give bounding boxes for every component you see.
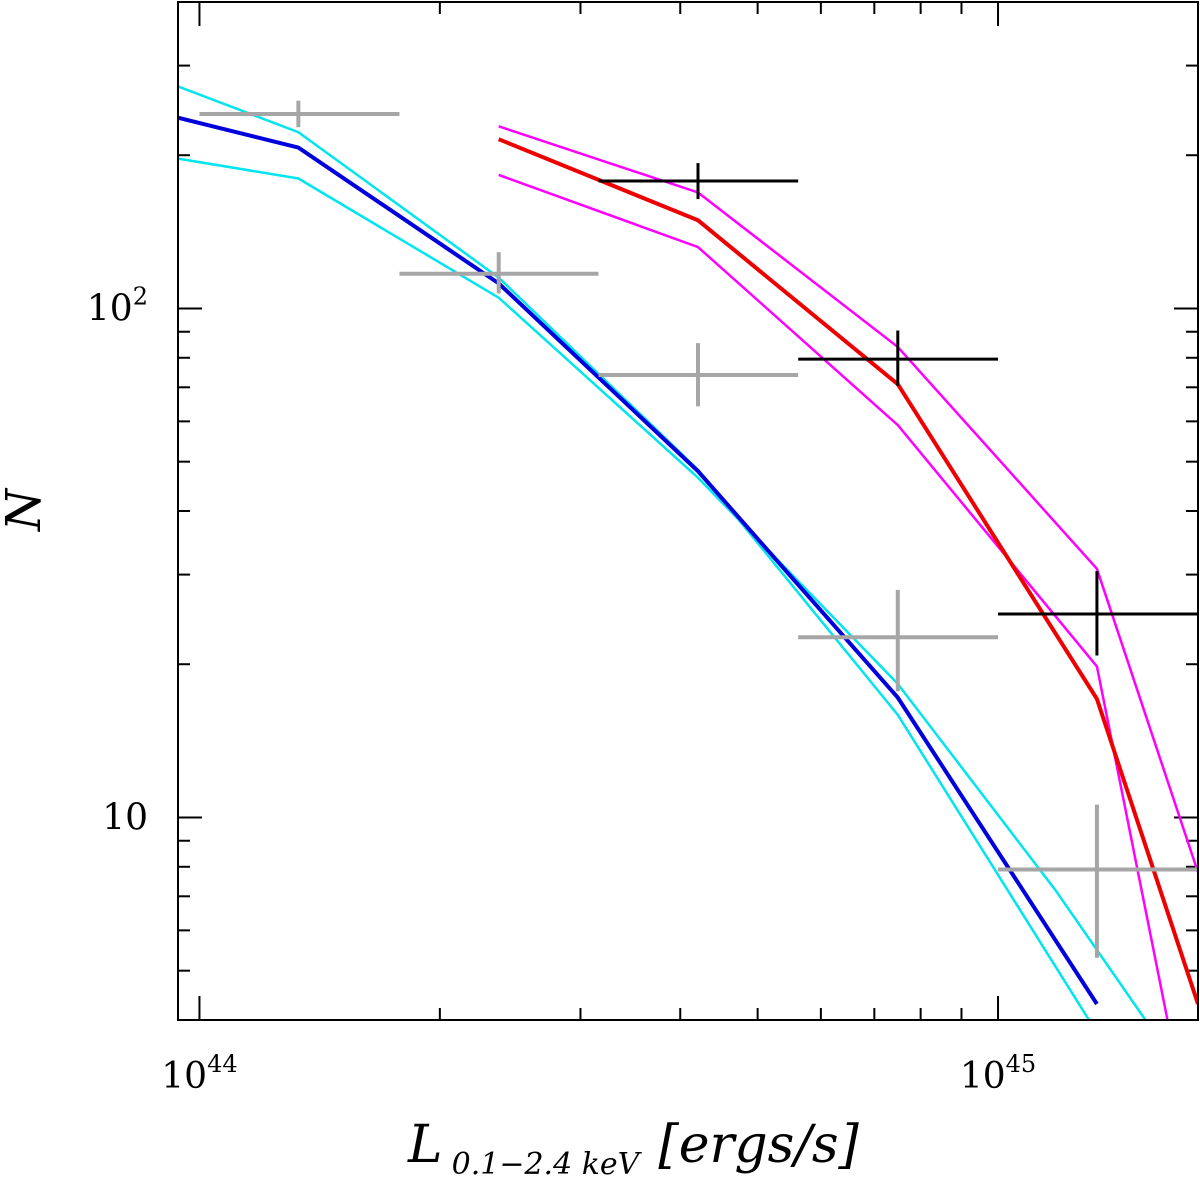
error-bar-point	[598, 343, 799, 407]
x-tick-label-base: 10	[161, 1056, 207, 1097]
x-tick-label-exponent: 44	[207, 1050, 238, 1078]
error-bar-point	[798, 589, 999, 692]
x-axis-title-units: [ergs/s]	[658, 1115, 859, 1175]
error-bar-point	[998, 570, 1198, 656]
x-axis-title: L 0.1−2.4 keV [ergs/s]	[407, 1115, 860, 1180]
error-bar-point	[199, 100, 400, 128]
y-tick-label-base: 10	[87, 288, 133, 329]
error-bar-point	[598, 163, 799, 200]
y-tick-label-base: 10	[102, 797, 148, 838]
y-tick-label: 102	[87, 282, 148, 329]
series-line-2	[178, 157, 1147, 1020]
plot-frame	[177, 1, 1199, 1021]
y-tick-label-exponent: 2	[133, 282, 148, 310]
series-line-4	[498, 173, 1169, 1020]
series-line-6	[497, 137, 1198, 1005]
series-line-1	[178, 85, 1091, 1020]
x-axis-title-subscript: 0.1−2.4 keV	[452, 1147, 643, 1180]
x-tick-label-exponent: 45	[1006, 1050, 1037, 1078]
y-axis-title: N	[0, 487, 52, 532]
y-tick-label: 10	[102, 797, 148, 838]
error-bar-point	[998, 804, 1198, 958]
series-line-5	[498, 125, 1198, 873]
x-tick-label: 1044	[161, 1050, 237, 1097]
x-tick-label-base: 10	[960, 1056, 1006, 1097]
series-layer	[178, 85, 1198, 1020]
axis-ticks	[178, 1, 1198, 1021]
error-bar-point	[798, 330, 999, 386]
plot-area	[178, 85, 1198, 1020]
x-axis-title-main: L	[407, 1115, 443, 1175]
error-bar-point	[399, 252, 599, 294]
x-tick-label: 1045	[960, 1050, 1036, 1097]
series-line-3	[178, 115, 1099, 1006]
